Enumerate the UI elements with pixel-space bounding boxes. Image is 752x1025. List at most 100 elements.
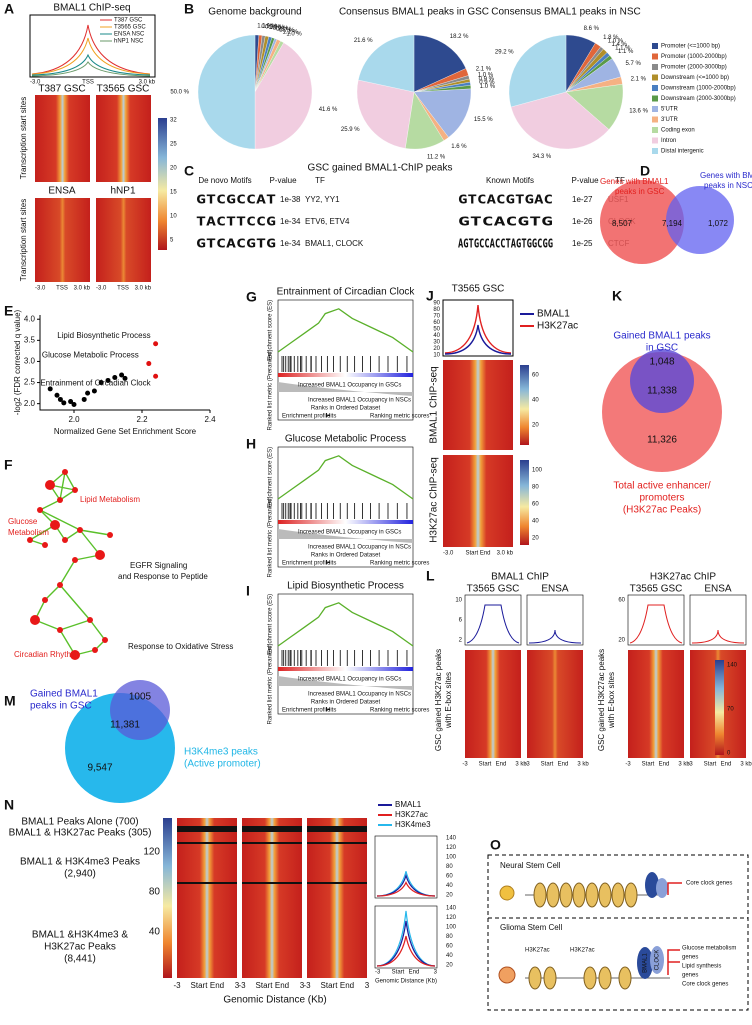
label: H: [246, 436, 256, 452]
profile: [444, 324, 512, 355]
slice-label: 1.6 %: [451, 144, 467, 150]
label: Start: [541, 762, 554, 768]
venn-count: 9,547: [87, 763, 112, 774]
label: Genome background: [208, 7, 301, 18]
label: 3: [300, 981, 305, 990]
label: End: [210, 981, 224, 990]
label: 60: [446, 944, 453, 950]
heatmap-divider: [307, 882, 367, 884]
label: H3K4me3: [395, 820, 431, 829]
profile: [31, 53, 151, 76]
label: 120: [446, 845, 457, 851]
label: H3K27ac ChIP: [650, 572, 716, 583]
frame: [442, 299, 514, 357]
label: 80: [433, 307, 440, 313]
panel-label: K: [612, 288, 622, 304]
label: 20: [170, 166, 177, 172]
venn-circle: [110, 680, 170, 740]
label: 20: [446, 893, 453, 899]
colorbar-ticks: 60 40 20 100 80 60 40 20: [532, 373, 543, 542]
network-label: Response to Oxidative Stress: [128, 642, 233, 651]
frame: [277, 299, 414, 421]
slice-label: 2.1 %: [476, 66, 492, 72]
label: Start: [704, 762, 717, 768]
node: [77, 527, 83, 533]
axis-title: Transcription start sites: [19, 199, 28, 281]
venn-count: 1,048: [649, 357, 674, 368]
pie-slice: [510, 91, 610, 150]
label: Ranks in Ordered Dataset: [311, 700, 381, 706]
profile: [444, 304, 512, 354]
label: Enrichment profile: [282, 414, 331, 420]
profile: [466, 604, 520, 644]
ranked-metric: [278, 382, 413, 396]
network: [27, 469, 113, 660]
node: [62, 537, 68, 543]
panel-label: C: [184, 163, 194, 179]
label: Intron: [661, 138, 676, 144]
label: Distal intergenic: [661, 149, 704, 155]
panel-title: T3565 GSC: [452, 284, 505, 295]
label: End: [409, 970, 420, 976]
label: P-value: [571, 176, 599, 185]
label: Ranks in Ordered Dataset: [311, 553, 381, 559]
label: 1e-38: [280, 195, 301, 204]
label: 40: [433, 333, 440, 339]
slice-label: 5.7 %: [625, 61, 641, 67]
label: 40: [532, 398, 539, 404]
label: G: [246, 289, 257, 305]
frame: [277, 593, 414, 715]
label: 100: [446, 925, 457, 931]
label: GTCACGTG: [458, 215, 553, 229]
label: 15: [170, 190, 177, 196]
nucleosome: [618, 966, 632, 990]
heatmap: [307, 818, 367, 978]
venn-circle: [600, 180, 684, 264]
label: ENSA: [704, 584, 732, 595]
label: 3 kb: [515, 762, 527, 768]
label: 2.0: [68, 415, 80, 424]
venn-count: 11,381: [110, 720, 140, 731]
pie-slice: [508, 34, 567, 108]
label: -3: [625, 762, 631, 768]
slice-label: 0.9 %: [479, 76, 495, 82]
arrow: [667, 949, 680, 975]
label: BMAL1 & H3K27ac Peaks (305): [9, 828, 152, 839]
slice-label: 1.8 %: [603, 35, 619, 41]
label: Increased BMAL1 Occupancy in NSCs: [308, 545, 411, 551]
venn-count: 11,326: [647, 435, 677, 446]
heatmap-divider: [242, 882, 302, 884]
label: Entrainment of Circadian Clock: [40, 378, 151, 387]
label: Downstream (<=1000 bp): [661, 75, 729, 81]
label: Ranking metric scores: [370, 708, 429, 714]
label: -3: [238, 981, 246, 990]
label: 2.5: [24, 378, 36, 387]
label: H3K27ac Peaks: [44, 942, 116, 953]
label: Start: [191, 981, 209, 990]
label: 20: [433, 346, 440, 352]
protein: [637, 947, 653, 979]
label: Normalized Gene Set Enrichment Score: [54, 427, 197, 436]
heatmap: [628, 650, 684, 758]
point: [81, 396, 87, 402]
label: 1e-26: [572, 217, 593, 226]
label: 3 kb: [577, 762, 589, 768]
label: H3K27ac: [525, 948, 550, 954]
node: [72, 487, 78, 493]
point: [105, 377, 111, 383]
frame: [689, 594, 747, 646]
legend-label: hNP1 NSC: [114, 39, 144, 45]
label: T3565 GSC: [467, 584, 520, 595]
edge: [64, 471, 76, 491]
enrichment-curve: [277, 602, 414, 647]
label: H3K27ac: [570, 948, 595, 954]
label: Promoter (<=1000 bp): [661, 44, 720, 50]
axis-label: TSS: [82, 80, 94, 86]
colorbar: [520, 460, 529, 545]
slice-label: 11.2 %: [427, 154, 446, 160]
slice-label: 13.6 %: [629, 109, 648, 115]
slice-label: 15.5 %: [474, 117, 493, 123]
heatmap: [443, 360, 513, 450]
slice-label: 1.1 %: [615, 46, 631, 52]
label: 40: [446, 883, 453, 889]
